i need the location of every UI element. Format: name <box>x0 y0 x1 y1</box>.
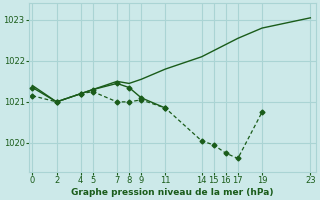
X-axis label: Graphe pression niveau de la mer (hPa): Graphe pression niveau de la mer (hPa) <box>71 188 274 197</box>
